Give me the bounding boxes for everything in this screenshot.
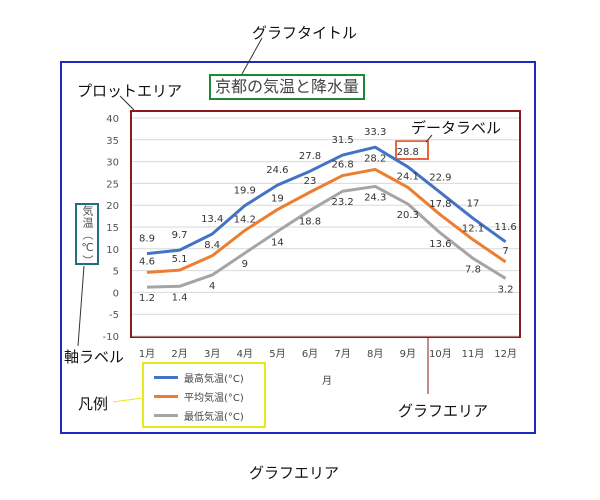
y-tick-label: 30: [106, 158, 119, 169]
chart-title: 京都の気温と降水量: [209, 74, 366, 100]
x-tick-label: 7月: [334, 348, 350, 360]
legend: 最高気温(°C) 平均気温(°C) 最低気温(°C): [142, 362, 266, 428]
data-label: 24.3: [364, 192, 386, 203]
y-tick-label: 10: [106, 245, 119, 256]
legend-item-min: 最低気温(°C): [154, 408, 244, 423]
data-label: 12.1: [462, 224, 484, 235]
data-label: 7.8: [465, 264, 481, 275]
legend-item-avg: 平均気温(°C): [154, 389, 244, 404]
x-tick-label: 1月: [139, 348, 155, 360]
y-tick-label: 35: [106, 136, 119, 147]
plot-area-callout: プロットエリア: [77, 82, 183, 100]
data-label: 22.9: [429, 173, 451, 184]
data-label: 9: [242, 259, 248, 270]
data-label: 24.1: [397, 171, 419, 182]
data-label: 17.8: [429, 199, 451, 210]
y-tick-label: 0: [113, 288, 119, 299]
x-tick-label: 8月: [367, 348, 383, 360]
data-label: 23: [304, 176, 317, 187]
data-label: 17: [467, 198, 480, 209]
data-label: 23.2: [331, 197, 353, 208]
legend-callout: 凡例: [78, 395, 109, 413]
data-label: 26.8: [331, 160, 353, 171]
data-label-callout: データラベル: [411, 119, 502, 137]
y-tick-label: 15: [106, 223, 119, 234]
data-label: 9.7: [172, 230, 188, 241]
y-tick-label: 40: [106, 114, 119, 125]
x-tick-label: 11月: [462, 348, 485, 360]
data-label-highlight: [395, 140, 429, 160]
y-tick-label: -5: [109, 310, 119, 321]
data-label: 28.2: [364, 153, 386, 164]
data-label: 18.8: [299, 216, 321, 227]
y-tick-label: 20: [106, 201, 119, 212]
data-label: 33.3: [364, 127, 386, 138]
y-axis-label: 気温（℃）: [81, 205, 94, 267]
data-label: 31.5: [331, 135, 353, 146]
plot-area-frame: [130, 110, 521, 338]
y-tick-label: 25: [106, 179, 119, 190]
data-label: 1.4: [172, 292, 188, 303]
x-tick-label: 12月: [494, 348, 517, 360]
x-tick-label: 3月: [204, 348, 220, 360]
chart-area-frame: [60, 61, 536, 434]
data-label: 3.2: [498, 284, 514, 295]
legend-label-min: 最低気温(°C): [184, 412, 244, 423]
legend-swatch-max: [154, 376, 178, 379]
x-tick-label: 6月: [302, 348, 318, 360]
legend-item-max: 最高気温(°C): [154, 370, 244, 385]
x-tick-label: 10月: [429, 348, 452, 360]
data-label: 8.4: [204, 240, 220, 251]
data-label: 19: [271, 194, 284, 205]
y-tick-label: -10: [103, 332, 119, 343]
data-label: 20.3: [397, 210, 419, 221]
axis-label-callout: 軸ラベル: [64, 348, 125, 366]
data-label: 4: [209, 281, 215, 292]
graph-area-callout-outer: グラフエリア: [249, 464, 340, 482]
series-line-0: [146, 145, 507, 256]
data-label: 7: [502, 246, 508, 257]
x-tick-label: 2月: [171, 348, 187, 360]
graph-title-callout: グラフタイトル: [252, 24, 358, 42]
x-tick-label: 5月: [269, 348, 285, 360]
data-label: 5.1: [172, 254, 188, 265]
legend-label-avg: 平均気温(°C): [184, 393, 244, 404]
x-tick-label: 9月: [400, 348, 416, 360]
x-axis-label: 月: [322, 375, 332, 387]
legend-swatch-min: [154, 414, 178, 417]
data-label: 13.4: [201, 214, 223, 225]
y-tick-label: 5: [113, 267, 119, 278]
graph-area-callout-inner: グラフエリア: [398, 402, 489, 420]
data-label: 24.6: [266, 165, 288, 176]
data-label: 11.6: [494, 222, 516, 233]
data-label: 13.6: [429, 239, 451, 250]
data-label: 19.9: [234, 186, 256, 197]
legend-swatch-avg: [154, 395, 178, 398]
legend-label-max: 最高気温(°C): [184, 374, 244, 385]
x-tick-label: 4月: [237, 348, 253, 360]
data-label: 14.2: [234, 214, 256, 225]
y-axis-label-box: 気温（℃）: [75, 203, 99, 267]
data-label: 4.6: [139, 256, 155, 267]
series-line-2: [146, 184, 507, 289]
data-label: 27.8: [299, 151, 321, 162]
data-label: 28.8: [397, 147, 419, 158]
data-label: 14: [271, 237, 284, 248]
data-label: 1.2: [139, 293, 155, 304]
series-line-1: [146, 167, 507, 274]
data-label: 8.9: [139, 234, 155, 245]
